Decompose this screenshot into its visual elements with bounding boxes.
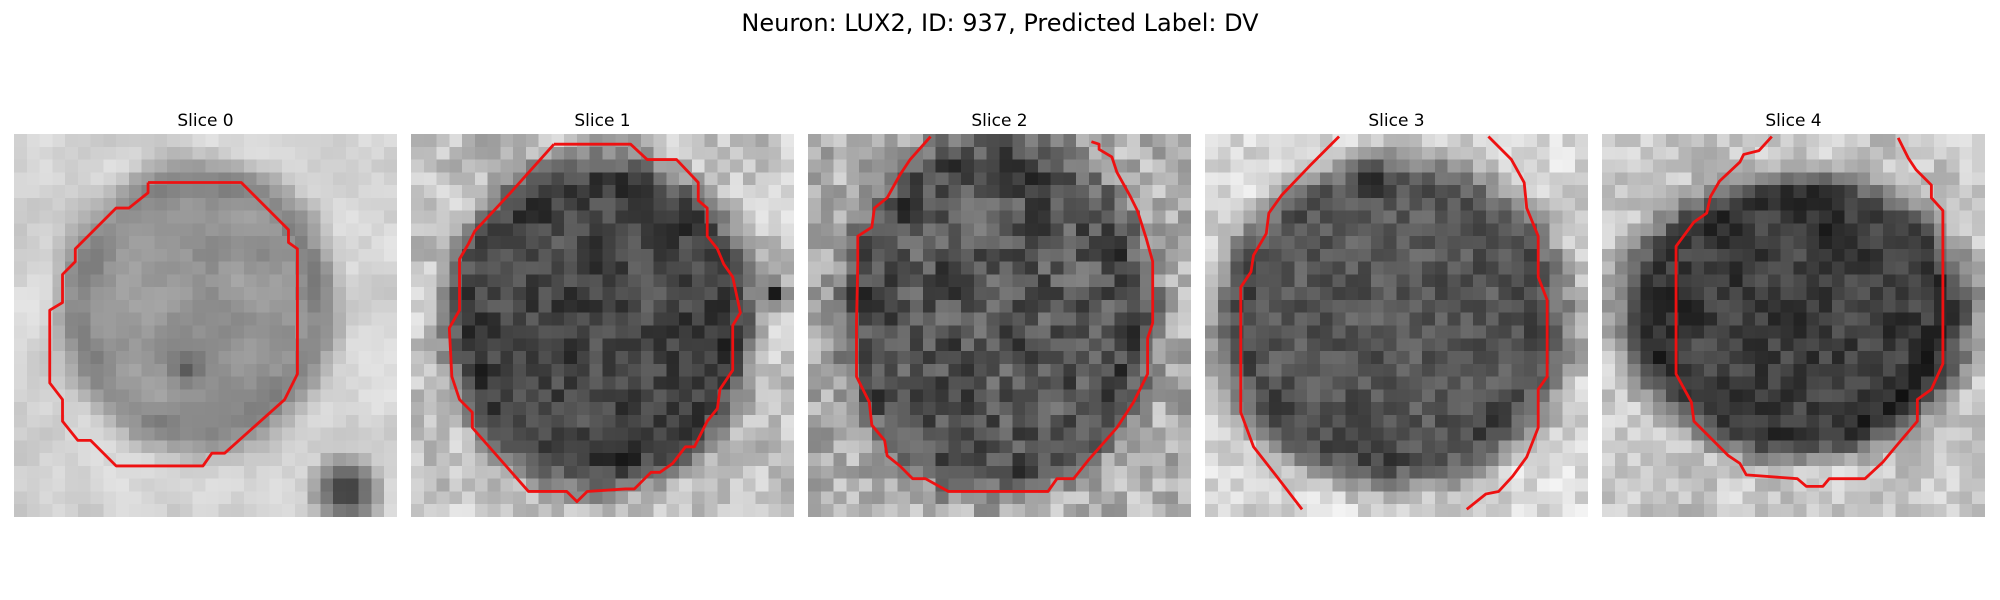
cell-contour bbox=[855, 135, 1155, 493]
cell-contour bbox=[1674, 135, 1945, 488]
slice-panel-2: Slice 2 bbox=[808, 108, 1191, 517]
slice-image bbox=[1602, 134, 1985, 517]
cell-contour bbox=[48, 181, 299, 468]
slice-panel-3: Slice 3 bbox=[1205, 108, 1588, 517]
cell-contour bbox=[1239, 135, 1341, 511]
slice-image bbox=[411, 134, 794, 517]
slice-panel-0: Slice 0 bbox=[14, 108, 397, 517]
slice-title: Slice 4 bbox=[1765, 111, 1822, 131]
slice-title: Slice 3 bbox=[1368, 111, 1425, 131]
slice-title: Slice 1 bbox=[574, 111, 631, 131]
slice-title: Slice 2 bbox=[971, 111, 1028, 131]
slice-image bbox=[1205, 134, 1588, 517]
figure-title: Neuron: LUX2, ID: 937, Predicted Label: … bbox=[741, 9, 1259, 37]
slice-image bbox=[808, 134, 1191, 517]
slice-panel-1: Slice 1 bbox=[411, 108, 794, 517]
slice-panel-4: Slice 4 bbox=[1602, 108, 1985, 517]
slice-title: Slice 0 bbox=[177, 111, 234, 131]
cell-contour bbox=[1465, 135, 1549, 511]
slice-image bbox=[14, 134, 397, 517]
cell-contour bbox=[447, 142, 742, 504]
